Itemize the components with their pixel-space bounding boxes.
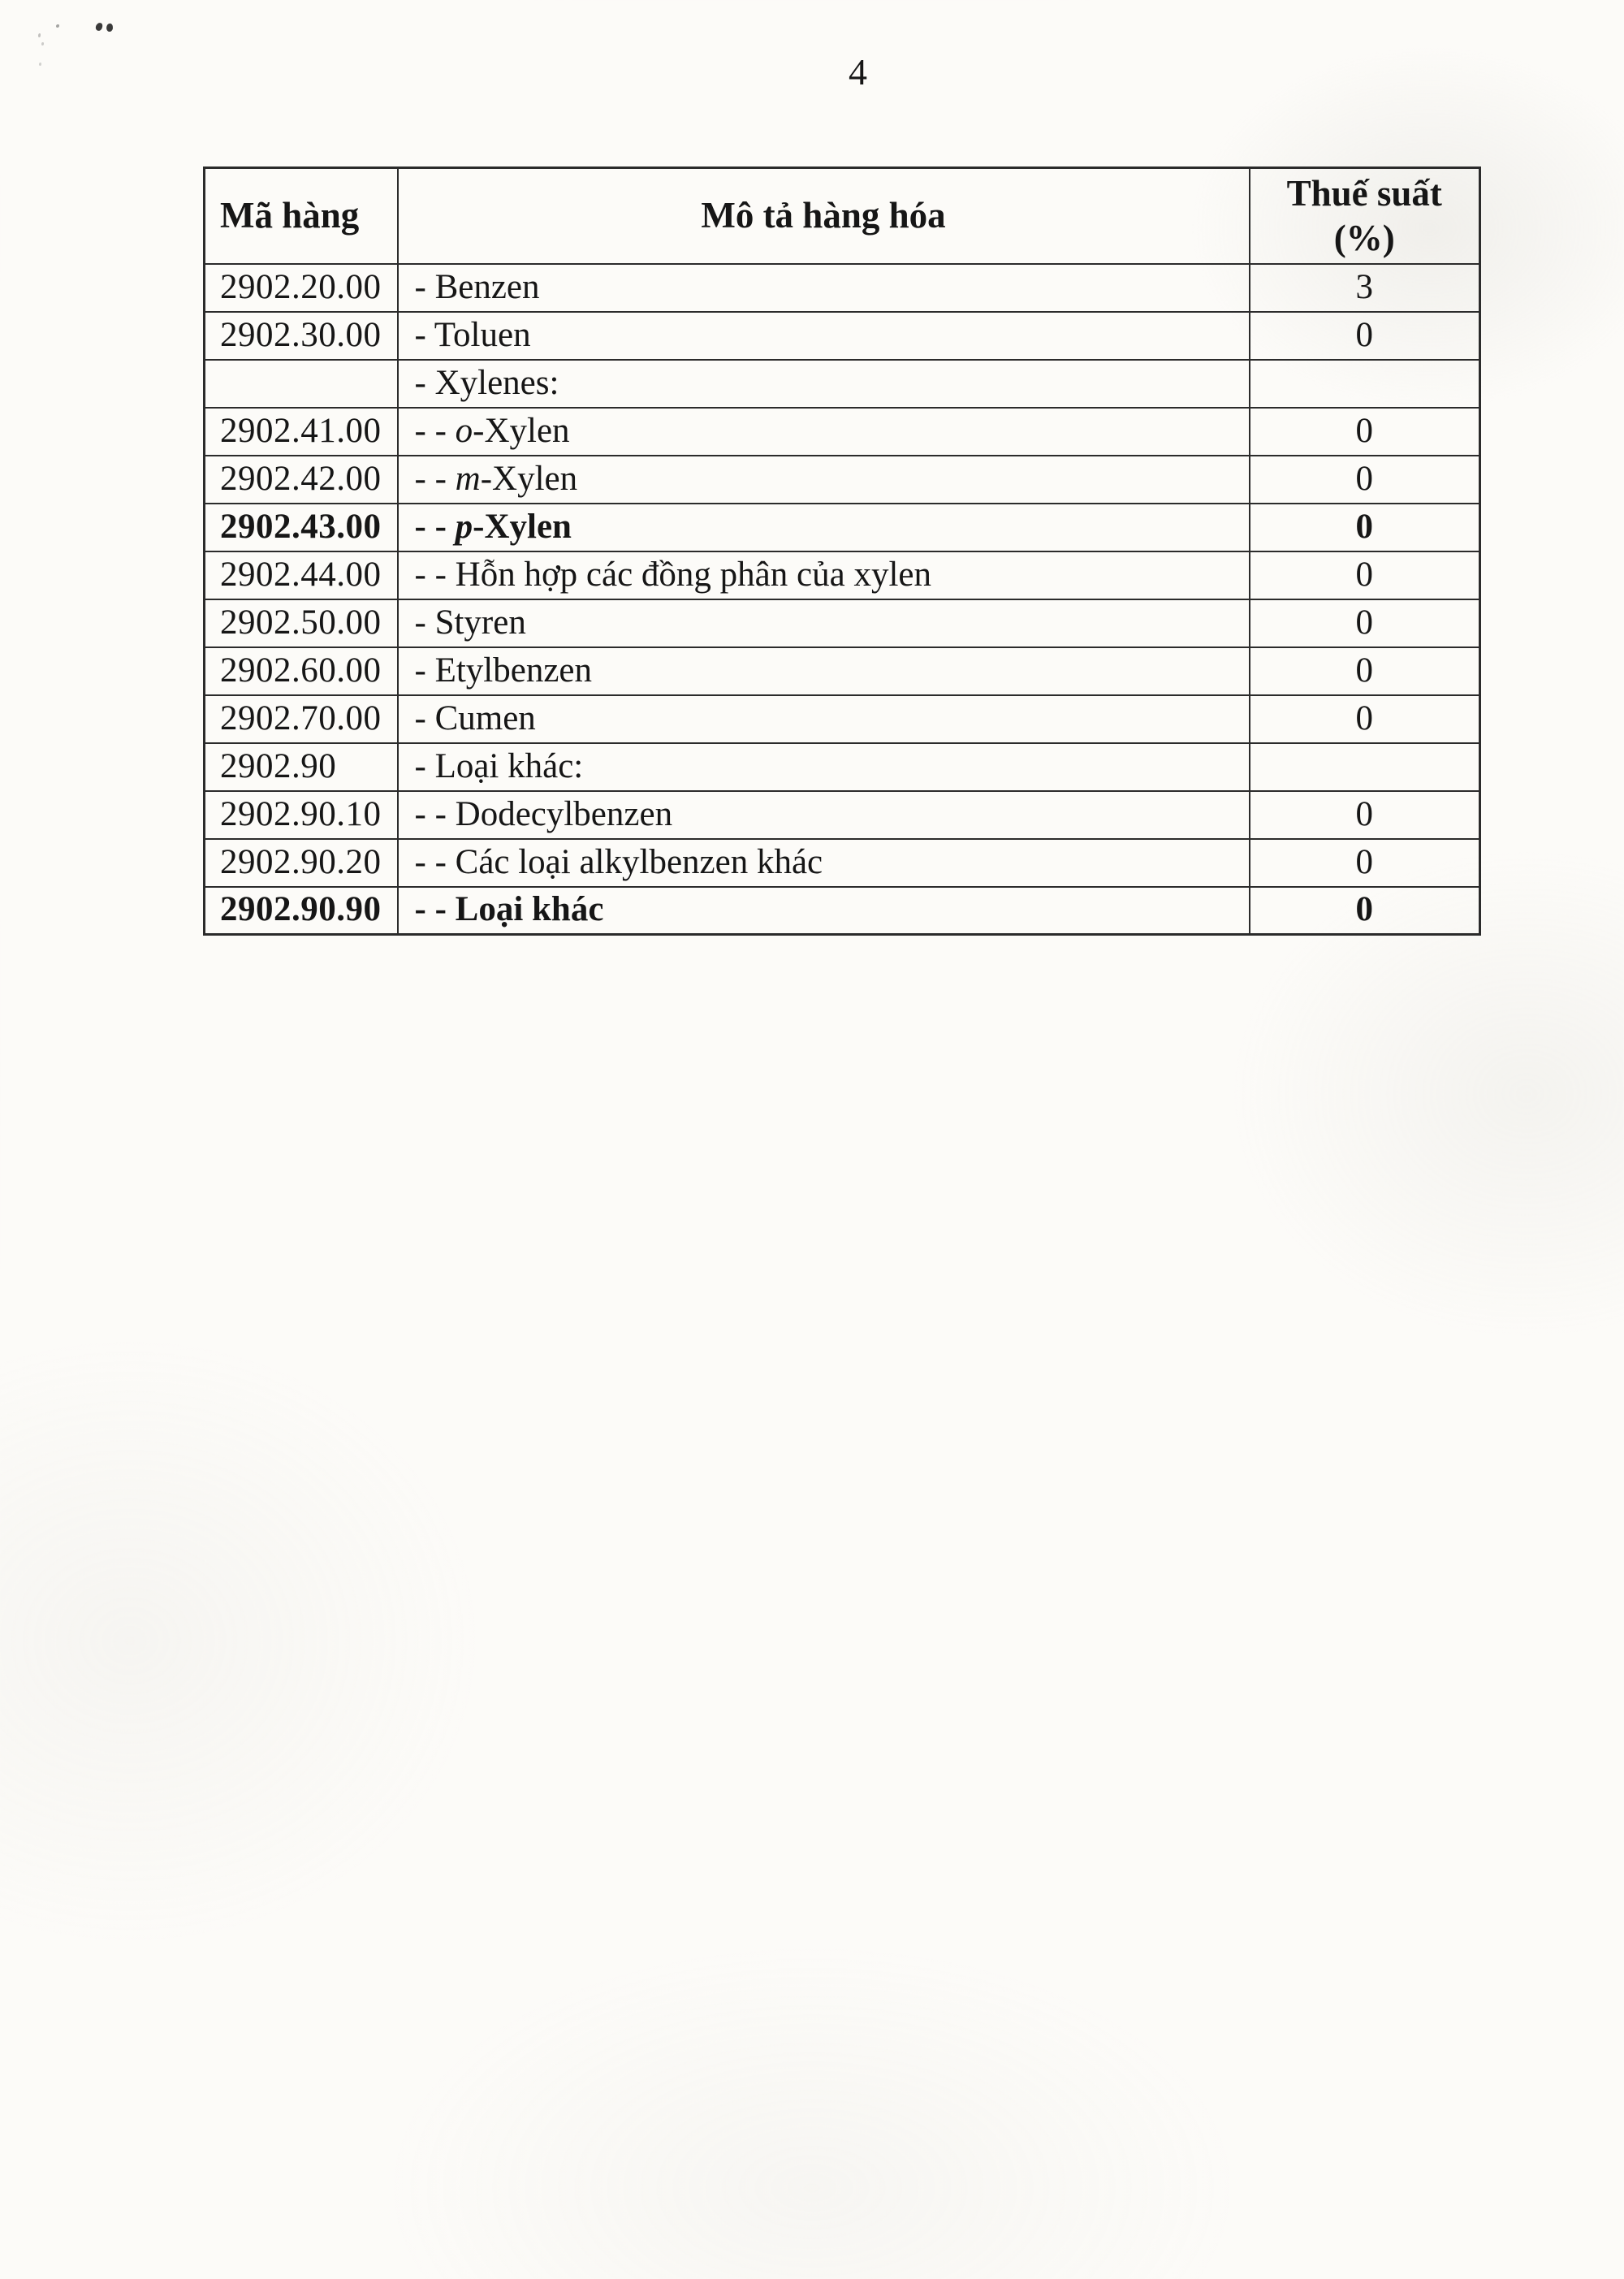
table-row: 2902.90 - Loại khác: — [203, 742, 1481, 792]
table-row: 2902.42.00- - m-Xylen 0 — [203, 454, 1481, 504]
description-cell: - Loại khác: — [396, 742, 1250, 792]
hs-code-cell — [203, 358, 399, 409]
description-italic-segment: p — [455, 507, 473, 546]
description-italic-segment: m — [455, 459, 481, 498]
table-row: 2902.43.00- - p-Xylen 0 — [203, 502, 1481, 552]
hs-code-cell: 2902.20.00 — [203, 262, 399, 313]
description-cell: - - Hỗn hợp các đồng phân của xylen — [396, 550, 1250, 600]
description-segment: - - — [414, 507, 456, 546]
description-segment: - Benzen — [414, 267, 540, 306]
header-rate: Thuế suất (%) — [1248, 166, 1481, 265]
hs-code-cell: 2902.90.20 — [203, 837, 399, 888]
scan-artifact — [95, 22, 103, 32]
rate-cell: 0 — [1248, 454, 1481, 504]
table-row: 2902.50.00 - Styren 0 — [203, 598, 1481, 648]
table-header-row: Mã hàng Mô tả hàng hóa Thuế suất (%) — [203, 166, 1481, 265]
description-segment: - Etylbenzen — [414, 651, 593, 690]
description-cell: - Xylenes: — [396, 358, 1250, 409]
rate-cell: 0 — [1248, 789, 1481, 840]
table-row: 2902.44.00 - - Hỗn hợp các đồng phân của … — [203, 550, 1481, 600]
description-segment: - Styren — [414, 603, 526, 642]
description-italic-segment: o — [455, 411, 473, 450]
table-body: 2902.20.00- Benzen 3 2902.30.00- Toluen 0- … — [203, 262, 1481, 936]
description-segment: - Loại khác: — [414, 746, 584, 785]
description-segment: - - Hỗn hợp các đồng phân của xylen — [414, 555, 931, 594]
description-cell: - Styren — [396, 598, 1250, 648]
table-row: 2902.90.20 - - Các loại alkylbenzen khác 0 — [203, 837, 1481, 888]
table-row: 2902.90.10 - - Dodecylbenzen 0 — [203, 789, 1481, 840]
hs-code-cell: 2902.50.00 — [203, 598, 399, 648]
rate-cell — [1248, 358, 1481, 409]
description-cell: - - m-Xylen — [396, 454, 1250, 504]
tariff-table: Mã hàng Mô tả hàng hóa Thuế suất (%) 290… — [203, 166, 1481, 936]
description-segment: - - — [414, 459, 456, 498]
rate-cell: 0 — [1248, 502, 1481, 552]
rate-cell: 0 — [1248, 885, 1481, 936]
scan-artifact — [39, 63, 41, 66]
table-row: 2902.30.00 - Toluen 0 — [203, 310, 1481, 361]
rate-cell: 0 — [1248, 550, 1481, 600]
header-description: Mô tả hàng hóa — [396, 166, 1250, 265]
hs-code-cell: 2902.43.00 — [203, 502, 399, 552]
hs-code-cell: 2902.90.90 — [203, 885, 399, 936]
description-cell: - - Loại khác — [396, 885, 1250, 936]
hs-code-cell: 2902.90 — [203, 742, 399, 792]
table-row: 2902.90.90 - - Loại khác 0 — [203, 885, 1481, 936]
rate-cell: 0 — [1248, 837, 1481, 888]
rate-cell: 0 — [1248, 646, 1481, 696]
scan-artifact — [106, 23, 114, 32]
description-segment: - - Các loại alkylbenzen khác — [414, 842, 823, 881]
description-segment: - - — [414, 411, 456, 450]
scan-artifact — [38, 33, 41, 37]
description-cell: - Etylbenzen — [396, 646, 1250, 696]
hs-code-cell: 2902.41.00 — [203, 406, 399, 456]
description-cell: - - Các loại alkylbenzen khác — [396, 837, 1250, 888]
scan-artifact — [41, 42, 44, 45]
rate-cell: 0 — [1248, 406, 1481, 456]
hs-code-cell: 2902.90.10 — [203, 789, 399, 840]
rate-cell: 3 — [1248, 262, 1481, 313]
hs-code-cell: 2902.42.00 — [203, 454, 399, 504]
description-segment: -Xylen — [473, 507, 572, 546]
description-segment: -Xylen — [473, 411, 570, 450]
description-cell: - - p-Xylen — [396, 502, 1250, 552]
description-segment: - Xylenes: — [414, 363, 559, 402]
rate-cell: 0 — [1248, 694, 1481, 744]
table-row: - Xylenes: — [203, 358, 1481, 409]
page-number: 4 — [849, 51, 868, 93]
table-row: 2902.41.00- - o-Xylen 0 — [203, 406, 1481, 456]
description-segment: - - Dodecylbenzen — [414, 794, 673, 833]
description-cell: - Benzen — [396, 262, 1250, 313]
hs-code-cell: 2902.44.00 — [203, 550, 399, 600]
rate-cell: 0 — [1248, 598, 1481, 648]
description-cell: - Cumen — [396, 694, 1250, 744]
table-row: 2902.60.00 - Etylbenzen 0 — [203, 646, 1481, 696]
description-cell: - Toluen — [396, 310, 1250, 361]
rate-cell — [1248, 742, 1481, 792]
hs-code-cell: 2902.70.00 — [203, 694, 399, 744]
description-cell: - - Dodecylbenzen — [396, 789, 1250, 840]
description-cell: - - o-Xylen — [396, 406, 1250, 456]
description-segment: - - Loại khác — [414, 890, 604, 929]
header-code: Mã hàng — [203, 166, 399, 265]
hs-code-cell: 2902.30.00 — [203, 310, 399, 361]
header-rate-line1: Thuế suất — [1286, 172, 1442, 214]
hs-code-cell: 2902.60.00 — [203, 646, 399, 696]
description-segment: - Toluen — [414, 315, 531, 354]
description-segment: - Cumen — [414, 698, 536, 737]
header-rate-line2: (%) — [1333, 217, 1395, 258]
scan-artifact — [56, 24, 59, 28]
description-segment: -Xylen — [480, 459, 578, 498]
table-row: 2902.20.00 - Benzen 3 — [203, 262, 1481, 313]
table-row: 2902.70.00 - Cumen 0 — [203, 694, 1481, 744]
rate-cell: 0 — [1248, 310, 1481, 361]
